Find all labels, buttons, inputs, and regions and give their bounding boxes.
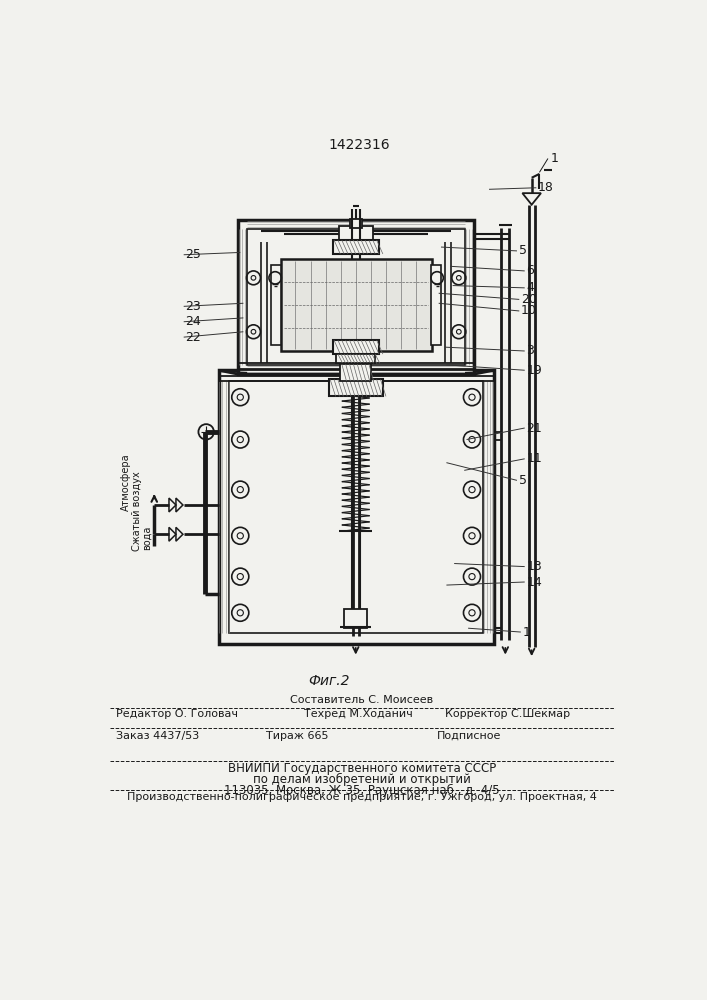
Bar	[271, 265, 281, 345]
Bar	[329, 379, 383, 396]
Text: 5: 5	[518, 474, 527, 487]
Bar	[340, 364, 371, 381]
Text: 1: 1	[522, 626, 530, 639]
Text: 14: 14	[526, 576, 542, 588]
Text: 6: 6	[526, 264, 534, 277]
Bar	[332, 240, 379, 254]
Text: 20: 20	[521, 293, 537, 306]
Text: 18: 18	[538, 181, 554, 194]
Text: 21: 21	[526, 422, 542, 434]
Text: вода: вода	[141, 526, 151, 550]
Text: 1422316: 1422316	[329, 138, 390, 152]
Text: 25: 25	[185, 248, 201, 261]
Text: Редактор О. Головач: Редактор О. Головач	[115, 709, 238, 719]
Text: Корректор С.Шекмар: Корректор С.Шекмар	[445, 709, 570, 719]
Text: Тираж 665: Тираж 665	[267, 731, 329, 741]
Text: Заказ 4437/53: Заказ 4437/53	[115, 731, 199, 741]
Text: 19: 19	[526, 364, 542, 377]
Text: ВНИИПИ Государственного комитета СССР: ВНИИПИ Государственного комитета СССР	[228, 762, 496, 775]
Bar	[281, 259, 432, 351]
Text: по делам изобретений и открытий: по делам изобретений и открытий	[253, 773, 471, 786]
Bar	[431, 265, 441, 345]
Bar	[337, 354, 375, 363]
Bar	[230, 381, 483, 633]
Text: 13: 13	[526, 560, 542, 573]
Text: 24: 24	[185, 315, 201, 328]
Text: 4: 4	[526, 281, 534, 294]
Text: Атмосфера: Атмосфера	[121, 453, 131, 511]
Text: 22: 22	[185, 331, 201, 344]
Bar	[344, 609, 368, 628]
Text: Техред М.Ходанич: Техред М.Ходанич	[304, 709, 413, 719]
Bar	[247, 229, 465, 365]
Bar	[218, 370, 493, 644]
Text: 10: 10	[521, 304, 537, 317]
Text: 11: 11	[526, 452, 542, 465]
Text: Составитель С. Моисеев: Составитель С. Моисеев	[291, 695, 433, 705]
Bar	[349, 219, 362, 228]
Text: Фиг.2: Фиг.2	[308, 674, 349, 688]
Text: 5: 5	[518, 244, 527, 257]
Text: 113035, Москва, Ж-35, Раушская наб., д. 4/5: 113035, Москва, Ж-35, Раушская наб., д. …	[224, 784, 500, 797]
Bar	[238, 220, 474, 374]
Text: 3: 3	[526, 344, 534, 358]
Text: 1: 1	[550, 152, 558, 165]
Text: Сжатый воздух: Сжатый воздух	[132, 471, 142, 551]
Bar	[332, 340, 379, 354]
Bar	[339, 226, 373, 242]
Text: 23: 23	[185, 300, 201, 313]
Text: Подписное: Подписное	[437, 731, 501, 741]
Text: Производственно-полиграфическое предприятие, г. Ужгород, ул. Проектная, 4: Производственно-полиграфическое предприя…	[127, 792, 597, 802]
